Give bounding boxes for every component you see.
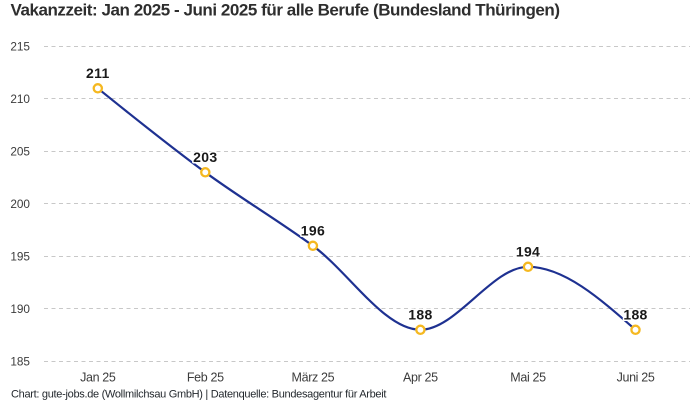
- svg-text:185: 185: [10, 355, 30, 369]
- svg-text:Vakanzzeit: Jan 2025 - Juni 20: Vakanzzeit: Jan 2025 - Juni 2025 für all…: [11, 1, 560, 20]
- svg-text:Feb 25: Feb 25: [187, 371, 224, 385]
- svg-text:196: 196: [301, 222, 325, 238]
- svg-text:Apr 25: Apr 25: [403, 371, 438, 385]
- svg-text:194: 194: [516, 243, 540, 259]
- svg-text:211: 211: [86, 65, 110, 81]
- svg-text:215: 215: [10, 40, 30, 54]
- svg-text:Juni 25: Juni 25: [617, 371, 655, 385]
- svg-text:März 25: März 25: [292, 371, 335, 385]
- svg-text:203: 203: [193, 149, 217, 165]
- svg-text:Chart: gute-jobs.de (Wollmilch: Chart: gute-jobs.de (Wollmilchsau GmbH) …: [11, 388, 386, 400]
- svg-text:Jan 25: Jan 25: [80, 371, 116, 385]
- svg-text:210: 210: [10, 92, 30, 106]
- svg-text:200: 200: [10, 197, 30, 211]
- svg-text:Mai 25: Mai 25: [510, 371, 546, 385]
- svg-text:190: 190: [10, 302, 30, 316]
- svg-text:188: 188: [408, 306, 432, 322]
- svg-text:205: 205: [10, 145, 30, 159]
- svg-text:195: 195: [10, 250, 30, 264]
- svg-text:188: 188: [623, 306, 647, 322]
